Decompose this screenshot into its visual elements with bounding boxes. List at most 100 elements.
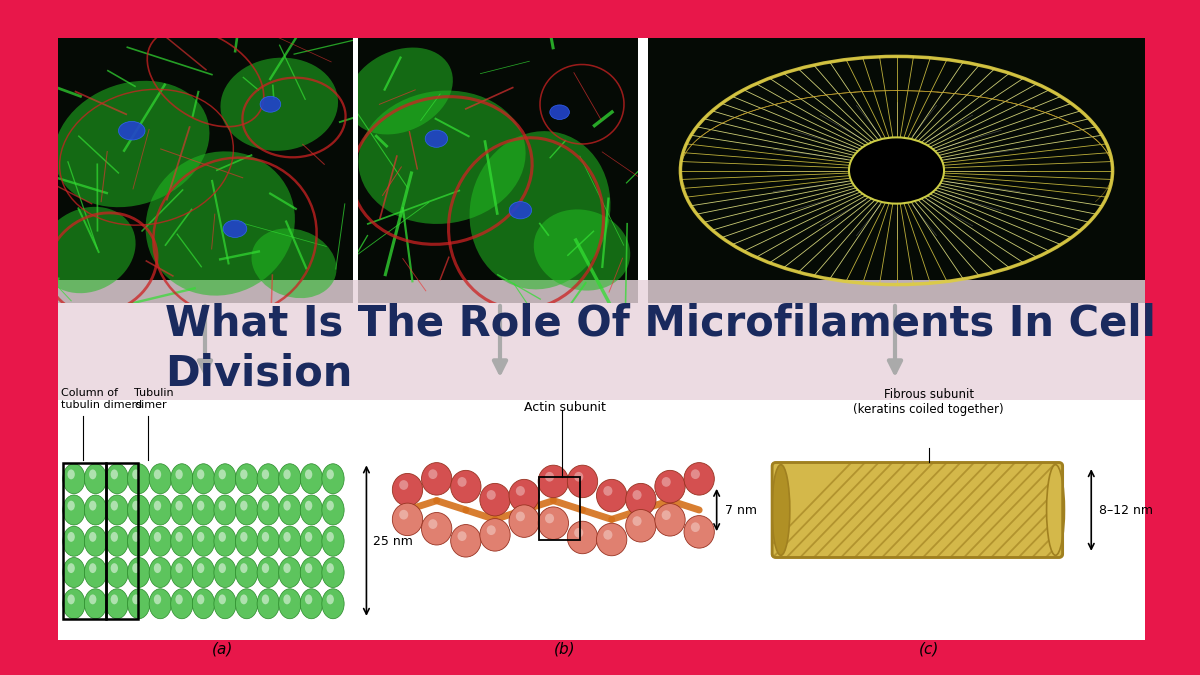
Circle shape xyxy=(604,530,612,540)
Circle shape xyxy=(67,501,74,510)
Ellipse shape xyxy=(221,57,338,151)
Circle shape xyxy=(235,464,258,493)
Circle shape xyxy=(106,558,128,587)
Circle shape xyxy=(655,504,685,536)
Circle shape xyxy=(262,501,269,510)
Circle shape xyxy=(655,470,685,503)
Circle shape xyxy=(457,531,467,541)
Circle shape xyxy=(262,563,269,573)
Circle shape xyxy=(197,501,204,510)
Circle shape xyxy=(127,464,150,493)
Circle shape xyxy=(218,532,226,542)
Circle shape xyxy=(154,595,161,604)
Circle shape xyxy=(154,563,161,573)
Circle shape xyxy=(218,501,226,510)
Circle shape xyxy=(110,532,118,542)
Circle shape xyxy=(240,501,247,510)
Circle shape xyxy=(84,558,107,587)
Bar xyxy=(62,462,106,619)
Text: What Is The Role Of Microfilaments In Cell
Division: What Is The Role Of Microfilaments In Ce… xyxy=(166,302,1156,394)
Circle shape xyxy=(132,563,139,573)
Circle shape xyxy=(487,490,496,500)
Circle shape xyxy=(84,495,107,525)
Ellipse shape xyxy=(260,97,281,112)
Circle shape xyxy=(235,589,258,619)
Circle shape xyxy=(175,532,182,542)
Circle shape xyxy=(235,526,258,556)
Circle shape xyxy=(283,501,290,510)
Circle shape xyxy=(283,563,290,573)
Circle shape xyxy=(604,486,612,496)
Circle shape xyxy=(322,558,344,587)
Circle shape xyxy=(106,464,128,493)
Circle shape xyxy=(62,526,85,556)
Ellipse shape xyxy=(347,47,452,134)
Circle shape xyxy=(106,526,128,556)
Circle shape xyxy=(300,464,323,493)
Circle shape xyxy=(106,589,128,619)
Circle shape xyxy=(451,524,481,557)
Circle shape xyxy=(262,469,269,479)
Circle shape xyxy=(197,595,204,604)
Circle shape xyxy=(283,595,290,604)
Circle shape xyxy=(154,501,161,510)
Circle shape xyxy=(67,595,74,604)
Circle shape xyxy=(428,469,438,479)
Circle shape xyxy=(568,521,598,554)
Circle shape xyxy=(110,563,118,573)
Circle shape xyxy=(214,589,236,619)
Circle shape xyxy=(149,464,172,493)
Circle shape xyxy=(175,501,182,510)
Circle shape xyxy=(218,563,226,573)
Circle shape xyxy=(240,469,247,479)
Ellipse shape xyxy=(509,202,532,219)
Circle shape xyxy=(278,558,301,587)
Circle shape xyxy=(214,464,236,493)
Circle shape xyxy=(197,532,204,542)
Circle shape xyxy=(149,589,172,619)
Ellipse shape xyxy=(145,151,295,296)
Circle shape xyxy=(170,526,193,556)
Circle shape xyxy=(240,595,247,604)
Ellipse shape xyxy=(252,228,336,298)
Circle shape xyxy=(451,470,481,503)
Circle shape xyxy=(574,472,583,481)
Ellipse shape xyxy=(223,220,247,238)
Circle shape xyxy=(278,589,301,619)
Circle shape xyxy=(235,495,258,525)
Circle shape xyxy=(67,469,74,479)
Circle shape xyxy=(421,462,452,495)
Circle shape xyxy=(218,595,226,604)
Circle shape xyxy=(192,589,215,619)
Circle shape xyxy=(214,495,236,525)
Ellipse shape xyxy=(469,131,611,290)
Text: 25 nm: 25 nm xyxy=(373,535,413,547)
Text: (a): (a) xyxy=(212,641,233,656)
Circle shape xyxy=(509,505,539,537)
Circle shape xyxy=(538,465,569,497)
Ellipse shape xyxy=(359,90,526,224)
Circle shape xyxy=(257,589,280,619)
Circle shape xyxy=(67,532,74,542)
Circle shape xyxy=(322,464,344,493)
Circle shape xyxy=(326,595,334,604)
Circle shape xyxy=(149,495,172,525)
Circle shape xyxy=(257,558,280,587)
Ellipse shape xyxy=(534,209,630,290)
Circle shape xyxy=(89,469,96,479)
Circle shape xyxy=(84,526,107,556)
Circle shape xyxy=(516,512,524,521)
Circle shape xyxy=(661,477,671,487)
Text: Fibrous subunit
(keratins coiled together): Fibrous subunit (keratins coiled togethe… xyxy=(853,388,1004,416)
Circle shape xyxy=(89,595,96,604)
Ellipse shape xyxy=(40,207,136,293)
Bar xyxy=(58,280,1145,400)
Circle shape xyxy=(305,532,312,542)
Circle shape xyxy=(154,532,161,542)
Circle shape xyxy=(400,480,408,490)
Circle shape xyxy=(149,558,172,587)
Circle shape xyxy=(218,469,226,479)
Circle shape xyxy=(89,532,96,542)
Bar xyxy=(358,38,638,303)
Circle shape xyxy=(632,516,642,526)
